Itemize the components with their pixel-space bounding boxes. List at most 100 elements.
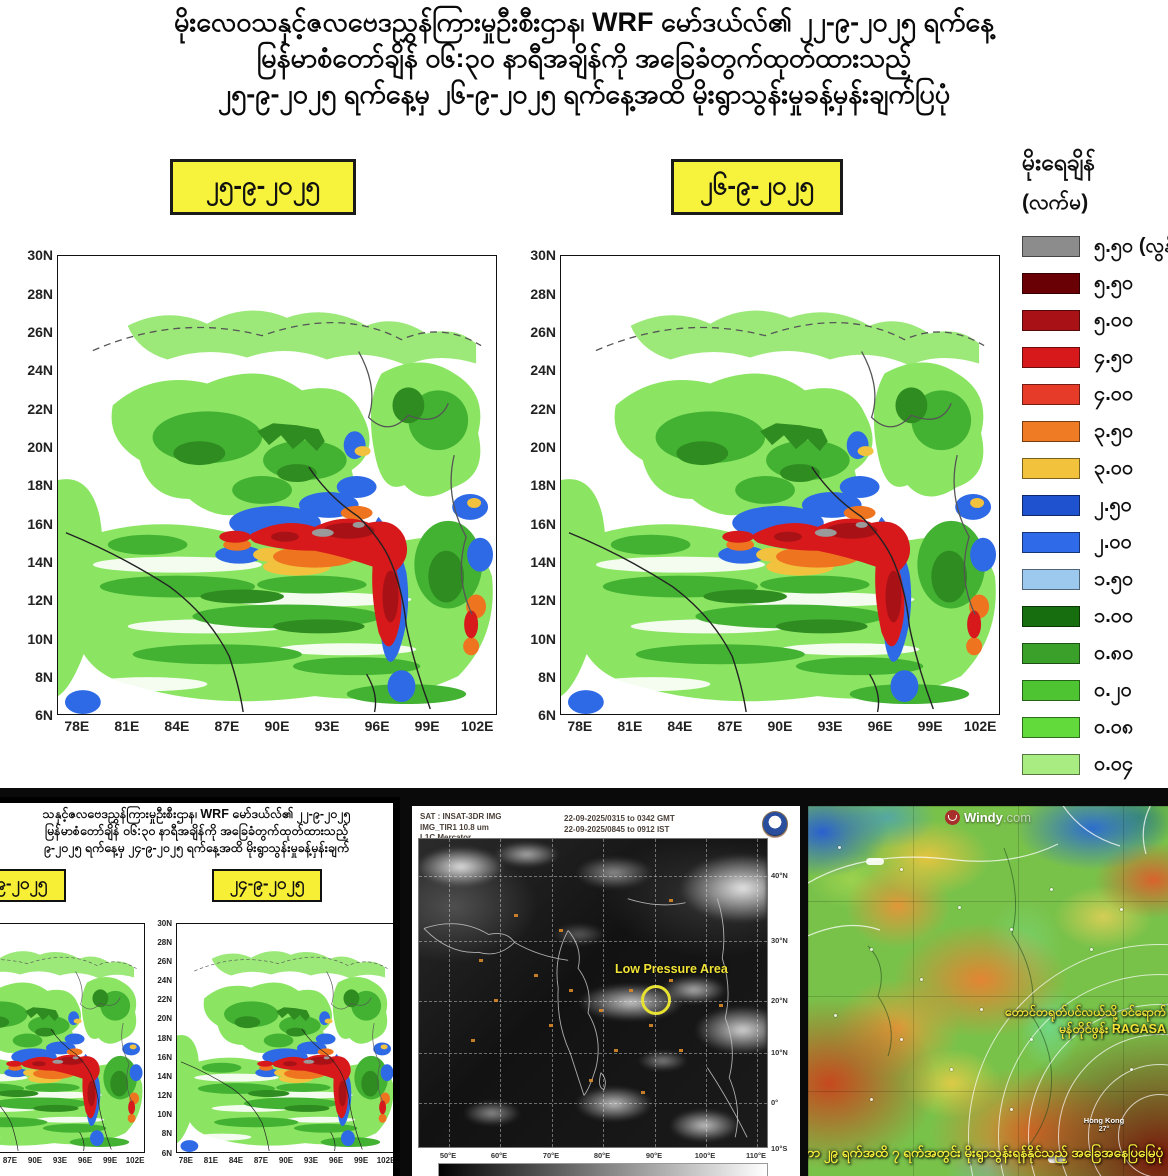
satellite-lat-label: 10°S [771, 1144, 788, 1153]
satellite-time-ist: 22-09-2025/0845 to 0912 IST [564, 824, 670, 834]
legend-title: မိုးရေချိန် [1022, 149, 1096, 175]
satellite-lon-label: 80°E [593, 1151, 611, 1160]
windy-city-marker [980, 1008, 983, 1011]
legend-row: ၀.၀၄ [1022, 753, 1168, 775]
satellite-lon-label: 60°E [490, 1151, 508, 1160]
panel1-date-right-badge: ၂၄-၉-၂၀၂၅ [212, 869, 322, 902]
windy-bottom-caption: င်ဘာ ၂၉ ရက်အထိ ၇ ရက်အတွင်း မိုးရွာသွန်းရ… [808, 1145, 1164, 1160]
lat-tick-label: 22N [27, 400, 53, 417]
wrf-map-frame [0, 923, 145, 1153]
lat-tick-label: 30N [157, 918, 172, 928]
lat-tick-label: 24N [157, 976, 172, 986]
panel1-title-line-3: ၉-၂၀၂၅ ရက်နေ့မှ ၂၄-၉-၂၀၂၅ ရက်နေ့အထိ မိုး… [43, 841, 350, 855]
satellite-grid-line [419, 941, 767, 942]
lat-tick-label: 28N [157, 937, 172, 947]
windy-city-marker [900, 1038, 903, 1041]
wrf-precipitation-svg [561, 256, 999, 714]
legend-swatch [1022, 606, 1080, 627]
satellite-city-marker [514, 914, 518, 917]
lat-tick-label: 28N [530, 285, 556, 302]
lon-tick-label: 87E [214, 718, 240, 734]
satellite-map: Low Pressure Area [418, 838, 768, 1148]
legend-swatch [1022, 384, 1080, 405]
legend-label: ၁.၅၀ [1094, 567, 1134, 590]
legend-swatch [1022, 273, 1080, 294]
lat-tick-label: 24N [27, 362, 53, 379]
lat-tick-label: 26N [27, 323, 53, 340]
satellite-lat-label: 10°N [771, 1048, 788, 1057]
satellite-grid-line [419, 1053, 767, 1054]
satellite-header-left: SAT : INSAT-3DR IMG IMG_TIR1 10.8 um L1C… [420, 812, 501, 844]
satellite-grid-line [419, 1001, 767, 1002]
satellite-clouds [419, 839, 767, 1147]
lon-tick-label: 81E [203, 1156, 219, 1165]
lon-tick-label: 90E [264, 718, 290, 734]
lon-tick-label: 78E [178, 1156, 193, 1165]
legend-label: ၀.၀၄ [1094, 752, 1134, 775]
wrf-rain-minimap-right: 30N 28N 26N 24N 22N 20N 18N 16N 14N 12N 10N 8N 6N 78E… [150, 919, 393, 1176]
legend-row: ၄.၀၀ [1022, 383, 1168, 405]
low-pressure-area-circle [641, 985, 671, 1015]
lon-tick-label: 96E [328, 1156, 344, 1165]
wrf-precipitation-svg [58, 256, 496, 714]
satellite-city-marker [559, 929, 563, 932]
city-label-hong-kong: Hong Kong 27° [1076, 1116, 1132, 1134]
windy-city-marker [1010, 1108, 1013, 1111]
satellite-grid-line [419, 1103, 767, 1104]
satellite-header-times: 22-09-2025/0315 to 0342 GMT 22-09-2025/0… [564, 814, 675, 835]
windy-logo: Windy.com [944, 810, 1032, 825]
storm-annotation: တောင်တရုတ်ပင်လယ်သို့ ဝင်ရောက် မုန်တိုင်ဖ… [1005, 1004, 1166, 1038]
windy-city-marker [958, 906, 961, 909]
satellite-grid-line [449, 839, 450, 1147]
lat-tick-label: 8N [161, 1129, 172, 1139]
lon-tick-label: 96E [867, 718, 893, 734]
lat-tick-label: 12N [27, 592, 53, 609]
windy-city-marker [1010, 928, 1013, 931]
lat-tick-label: 30N [530, 247, 556, 264]
lat-tick-label: 14N [530, 553, 556, 570]
satellite-projection: L1C Mercator [420, 833, 501, 844]
windy-city-marker [950, 1068, 953, 1071]
windy-city-marker [838, 846, 841, 849]
wrf-map-frame [560, 255, 1000, 715]
lat-tick-label: 16N [530, 515, 556, 532]
legend-label: ၀.၀၈ [1094, 715, 1134, 738]
satellite-city-marker [599, 1009, 603, 1012]
lon-tick-label: 90E [767, 718, 793, 734]
windy-city-marker [834, 1014, 837, 1017]
windy-city-marker [1050, 888, 1053, 891]
lon-tick-label: 78E [567, 718, 593, 734]
windy-wordmark-suffix: .com [1002, 810, 1032, 825]
satellite-lon-label: 90°E [645, 1151, 663, 1160]
bottom-collage-strip: သနှင့်ဇလဗေဒညွှန်ကြားမှုဦးစီးဌာန၊ WRF မော… [0, 788, 1168, 1176]
storm-annotation-line-2: မုန်တိုင်ဖွန်း RAGASA [1058, 1022, 1166, 1036]
forecast-date-left: ၂၅-၉-၂၀၂၅ [205, 169, 321, 200]
lon-tick-label: 87E [2, 1156, 18, 1165]
legend-swatch [1022, 458, 1080, 479]
lat-tick-label: 6N [538, 707, 556, 724]
lon-tick-label: 99E [102, 1156, 118, 1165]
forecast-date-right: ၂၆-၉-၂၀၂၅ [699, 169, 815, 200]
wrf-precipitation-svg [0, 924, 144, 1152]
lon-tick-label: 84E [228, 1156, 244, 1165]
panel-windy-map: Windy.com တောင်တရုတ်ပင်လယ်သို့ ဝင်ရောက် … [808, 806, 1168, 1176]
legend-swatch [1022, 569, 1080, 590]
legend-row: ၅.၅၀ [1022, 272, 1168, 294]
lon-tick-label: 81E [114, 718, 140, 734]
legend-unit: (လက်မ) [1022, 191, 1089, 214]
satellite-city-marker [669, 979, 673, 982]
legend-row: ၁.၀၀ [1022, 605, 1168, 627]
city-name: Hong Kong [1083, 1116, 1125, 1125]
wrf-rain-map-left: 30N 28N 26N 24N 22N 20N 18N 16N 14N 12N 10N 8N 6N 78E… [27, 247, 507, 755]
lat-tick-label: 12N [530, 592, 556, 609]
lat-tick-label: 20N [530, 438, 556, 455]
lat-tick-label: 22N [530, 400, 556, 417]
wrf-rain-map-right: 30N 28N 26N 24N 22N 20N 18N 16N 14N 12N 10N 8N 6N 78E… [530, 247, 1010, 755]
legend-label: ၅.၅၀ (လွန်) [1094, 234, 1168, 257]
windy-logo-icon [944, 810, 960, 825]
lat-tick-label: 30N [27, 247, 53, 264]
legend-row: ၅.၀၀ [1022, 309, 1168, 331]
lon-tick-label: 102E [125, 1156, 145, 1165]
satellite-city-marker [669, 899, 673, 902]
lat-tick-label: 10N [530, 630, 556, 647]
